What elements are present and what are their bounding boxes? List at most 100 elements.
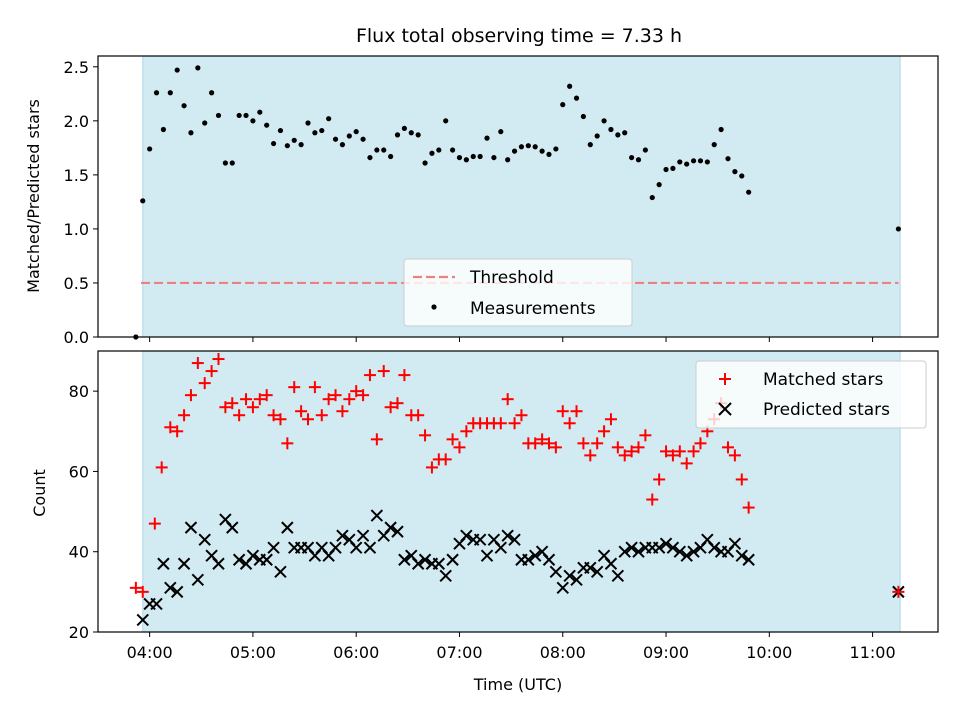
x-tick-label: 10:00 <box>746 643 792 662</box>
matched-stars-point <box>673 445 686 458</box>
matched-stars-point <box>350 385 363 398</box>
measurement-point <box>642 147 648 153</box>
measurement-point <box>635 157 642 163</box>
predicted-stars-point <box>563 569 576 583</box>
measurement-point <box>511 148 518 154</box>
predicted-stars-point <box>625 541 638 554</box>
predicted-stars-point <box>384 521 397 534</box>
predicted-stars-point <box>157 557 170 570</box>
matched-stars-point <box>288 381 301 394</box>
predicted-stars-point <box>666 541 680 554</box>
measurement-point <box>690 158 697 164</box>
matched-stars-point <box>501 393 514 406</box>
x-tick-label: 07:00 <box>436 643 482 662</box>
predicted-stars-point <box>260 553 273 566</box>
predicted-stars-point <box>728 537 742 550</box>
matched-stars-point <box>660 445 673 458</box>
measurement-point <box>243 112 249 119</box>
predicted-stars-point <box>164 581 177 595</box>
measurement-point <box>264 122 270 128</box>
predicted-stars-point <box>363 541 377 554</box>
matched-stars-point <box>233 409 246 422</box>
y-tick-label: 80 <box>69 382 89 401</box>
matched-stars-point <box>336 405 349 418</box>
predicted-stars-point <box>398 553 411 566</box>
measurement-point <box>360 136 366 142</box>
matched-stars-point <box>604 413 617 426</box>
y-tick-label: 0.5 <box>64 274 89 293</box>
matched-stars-point <box>625 445 638 458</box>
matched-stars-point <box>639 429 652 442</box>
measurement-point <box>649 194 655 201</box>
predicted-stars-point <box>136 613 149 627</box>
matched-stars-point <box>343 393 356 406</box>
count-series-layer <box>129 353 905 627</box>
matched-stars-point <box>446 433 459 446</box>
measurement-point <box>202 120 208 126</box>
chart-title: Flux total observing time = 7.33 h <box>356 25 682 47</box>
matched-legend-label: Matched stars <box>763 370 883 390</box>
measurement-point <box>670 165 676 171</box>
bottom-legend: Matched stars Predicted stars <box>695 360 927 429</box>
measurement-point <box>305 120 311 126</box>
top-y-axis-label: Matched/Predicted stars <box>24 99 43 293</box>
measurement-point <box>463 157 469 163</box>
measurement-point <box>746 189 752 195</box>
measurement-point <box>436 147 442 153</box>
measurement-point <box>684 161 690 167</box>
x-tick-label: 05:00 <box>230 643 276 662</box>
measurement-point <box>505 157 511 163</box>
measurement-point <box>284 143 290 149</box>
measurement-point <box>456 154 463 161</box>
measurement-point <box>484 135 490 141</box>
measurement-point <box>656 182 662 188</box>
measurement-point <box>312 130 318 136</box>
predicted-stars-point <box>329 541 342 554</box>
bottom-y-axis-label: Count <box>30 469 49 517</box>
measurement-point <box>332 136 339 142</box>
measurement-point <box>704 159 710 165</box>
measurement-point <box>153 90 160 96</box>
matched-stars-point <box>598 425 611 438</box>
predicted-stars-point <box>632 545 645 558</box>
measurement-point <box>140 198 146 204</box>
predicted-stars-point <box>556 581 569 595</box>
measurement-point <box>895 226 902 232</box>
top-plot-frame <box>97 55 939 338</box>
predicted-stars-point <box>460 529 473 542</box>
measurement-point <box>401 125 407 132</box>
matched-legend-swatch <box>719 373 731 385</box>
measurement-point <box>339 142 346 148</box>
predicted-stars-point <box>356 529 370 542</box>
top-panel: Flux total observing time = 7.33 h Match… <box>24 25 939 347</box>
predicted-stars-point <box>349 541 363 554</box>
matched-stars-point <box>274 413 287 426</box>
measurements-layer <box>133 65 902 340</box>
predicted-stars-point <box>673 545 687 558</box>
predicted-stars-point <box>480 549 494 562</box>
matched-stars-point <box>722 441 734 454</box>
measurement-point <box>250 118 256 124</box>
matched-stars-point <box>308 381 321 394</box>
measurements-legend-swatch <box>431 304 437 310</box>
matched-stars-point <box>680 457 693 470</box>
predicted-stars-point <box>494 541 507 554</box>
predicted-stars-point <box>232 553 246 566</box>
matched-stars-point <box>302 413 314 426</box>
matched-stars-point <box>694 437 707 450</box>
predicted-stars-point <box>549 565 563 578</box>
predicted-stars-point <box>170 585 184 599</box>
measurement-point <box>277 127 284 134</box>
predicted-stars-point <box>439 569 452 583</box>
predicted-stars-point <box>584 561 597 574</box>
matched-stars-point <box>515 409 528 422</box>
matched-stars-point <box>632 441 645 454</box>
x-tick-label: 11:00 <box>850 643 896 662</box>
matched-stars-point <box>240 393 253 406</box>
predicted-stars-point <box>473 533 487 546</box>
matched-stars-point <box>164 421 177 434</box>
measurement-point <box>470 153 476 160</box>
measurement-point <box>215 112 222 119</box>
measurement-point <box>525 143 531 149</box>
